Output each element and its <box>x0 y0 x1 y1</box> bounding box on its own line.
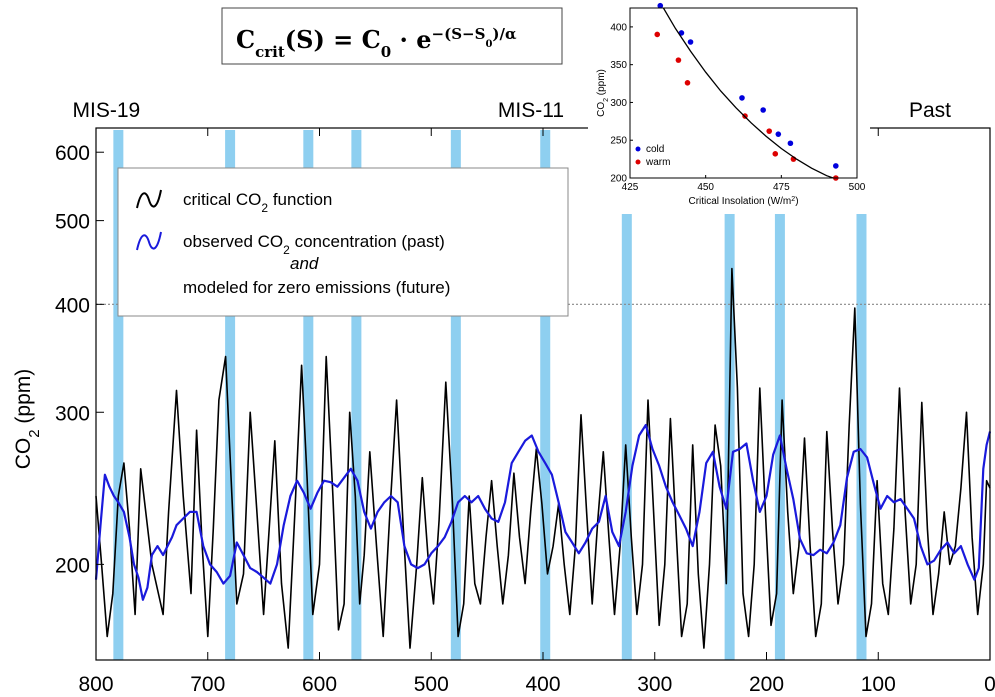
inset-point-cold-7 <box>833 163 839 169</box>
inset-point-cold-3 <box>739 95 745 101</box>
inset-background <box>588 2 870 214</box>
legend-swatch-observed <box>136 231 162 251</box>
glacial-band-1 <box>225 130 236 660</box>
glacial-band-8 <box>774 208 785 660</box>
glacial-band-6 <box>621 208 632 660</box>
legend-swatch-critical <box>136 189 162 209</box>
inset-legend-warm: warm <box>645 157 670 168</box>
inset-y-axis-label: CO2 (ppm) <box>596 69 610 117</box>
inset-y-tick-label-1: 250 <box>610 136 627 147</box>
legend-box <box>117 167 569 317</box>
formula-box: Ccrit(S) = C0 · e−(S−S0)/α <box>221 7 563 65</box>
inset-legend-dot-warm <box>635 159 641 165</box>
glacial-band-2 <box>303 130 314 660</box>
observed-co2-line <box>94 423 992 601</box>
inset-x-tick-label-3: 500 <box>849 182 866 193</box>
inset-x-tick-label-1: 450 <box>697 182 714 193</box>
main-axes: 800 700 600 500 400 300 200 100 0 200 300 400 500 600… <box>12 127 995 696</box>
y-tick-label-4: 600 <box>55 142 90 165</box>
glacial-band-3 <box>351 130 362 660</box>
y-axis-label: CO2 (ppm) <box>12 369 43 470</box>
legend: critical CO2 function observed CO2 conce… <box>117 167 569 317</box>
x-tick-label-2: 600 <box>302 673 337 696</box>
annotation-mis-11: MIS-11 <box>498 99 564 122</box>
x-tick-label-6: 200 <box>749 673 784 696</box>
inset-point-warm-0 <box>654 31 661 38</box>
inset-x-tick-label-0: 425 <box>622 182 639 193</box>
x-tick-label-7: 100 <box>861 673 896 696</box>
inset-y-tick-label-2: 300 <box>610 98 627 109</box>
glacial-band-5 <box>540 130 551 660</box>
inset-fit-line <box>662 8 836 178</box>
inset-x-tick-label-2: 475 <box>773 182 790 193</box>
main-annotations: MIS-19 MIS-11 Past <box>73 99 952 122</box>
inset-scatter-plot: 425 450 475 500 200 250 300 350 400 Critical Inso… <box>588 2 870 214</box>
x-tick-label-1: 700 <box>190 673 225 696</box>
inset-point-cold-0 <box>657 2 664 9</box>
x-tick-label-0: 800 <box>78 673 113 696</box>
inset-point-warm-4 <box>766 128 773 134</box>
inset-point-cold-5 <box>775 131 782 137</box>
inset-point-cold-6 <box>787 140 794 147</box>
inset-y-tick-label-3: 350 <box>610 60 627 71</box>
inset-point-warm-5 <box>772 151 779 157</box>
annotation-mis-19: MIS-19 <box>73 99 141 122</box>
inset-x-axis-label: Critical Insolation (W/m2) <box>688 196 798 208</box>
inset-frame <box>629 7 858 179</box>
legend-observed-text: observed CO2 concentration (past) <box>183 232 445 257</box>
formula-text: Ccrit(S) = C0 · e−(S−S0)/α <box>236 25 517 61</box>
legend-critical-text: critical CO2 function <box>183 190 332 215</box>
x-tick-label-3: 500 <box>414 673 449 696</box>
legend-and-text: and <box>290 254 319 273</box>
inset-point-cold-2 <box>687 39 694 45</box>
inset-point-warm-1 <box>675 57 682 63</box>
y-tick-label-3: 500 <box>55 211 90 234</box>
glacial-band-9 <box>856 208 867 660</box>
x-tick-label-5: 300 <box>637 673 672 696</box>
glacial-band-0 <box>113 130 124 660</box>
y-tick-label-1: 300 <box>55 402 90 425</box>
x-tick-label-8: 0 <box>984 673 995 696</box>
inset-point-cold-4 <box>760 107 766 113</box>
inset-legend-dot-cold <box>635 146 641 152</box>
formula-frame <box>221 7 563 65</box>
y-tick-label-2: 400 <box>55 294 90 317</box>
inset-point-warm-2 <box>684 80 691 86</box>
critical-co2-line <box>95 267 991 649</box>
inset-y-tick-label-4: 400 <box>610 22 627 33</box>
inset-y-tick-label-0: 200 <box>610 174 627 185</box>
y-tick-label-0: 200 <box>55 554 90 577</box>
annotation-past: Past <box>909 99 951 122</box>
inset-legend-cold: cold <box>646 144 664 155</box>
x-tick-label-4: 400 <box>525 673 560 696</box>
legend-modeled-text: modeled for zero emissions (future) <box>183 278 450 297</box>
glacial-band-4 <box>450 130 461 660</box>
